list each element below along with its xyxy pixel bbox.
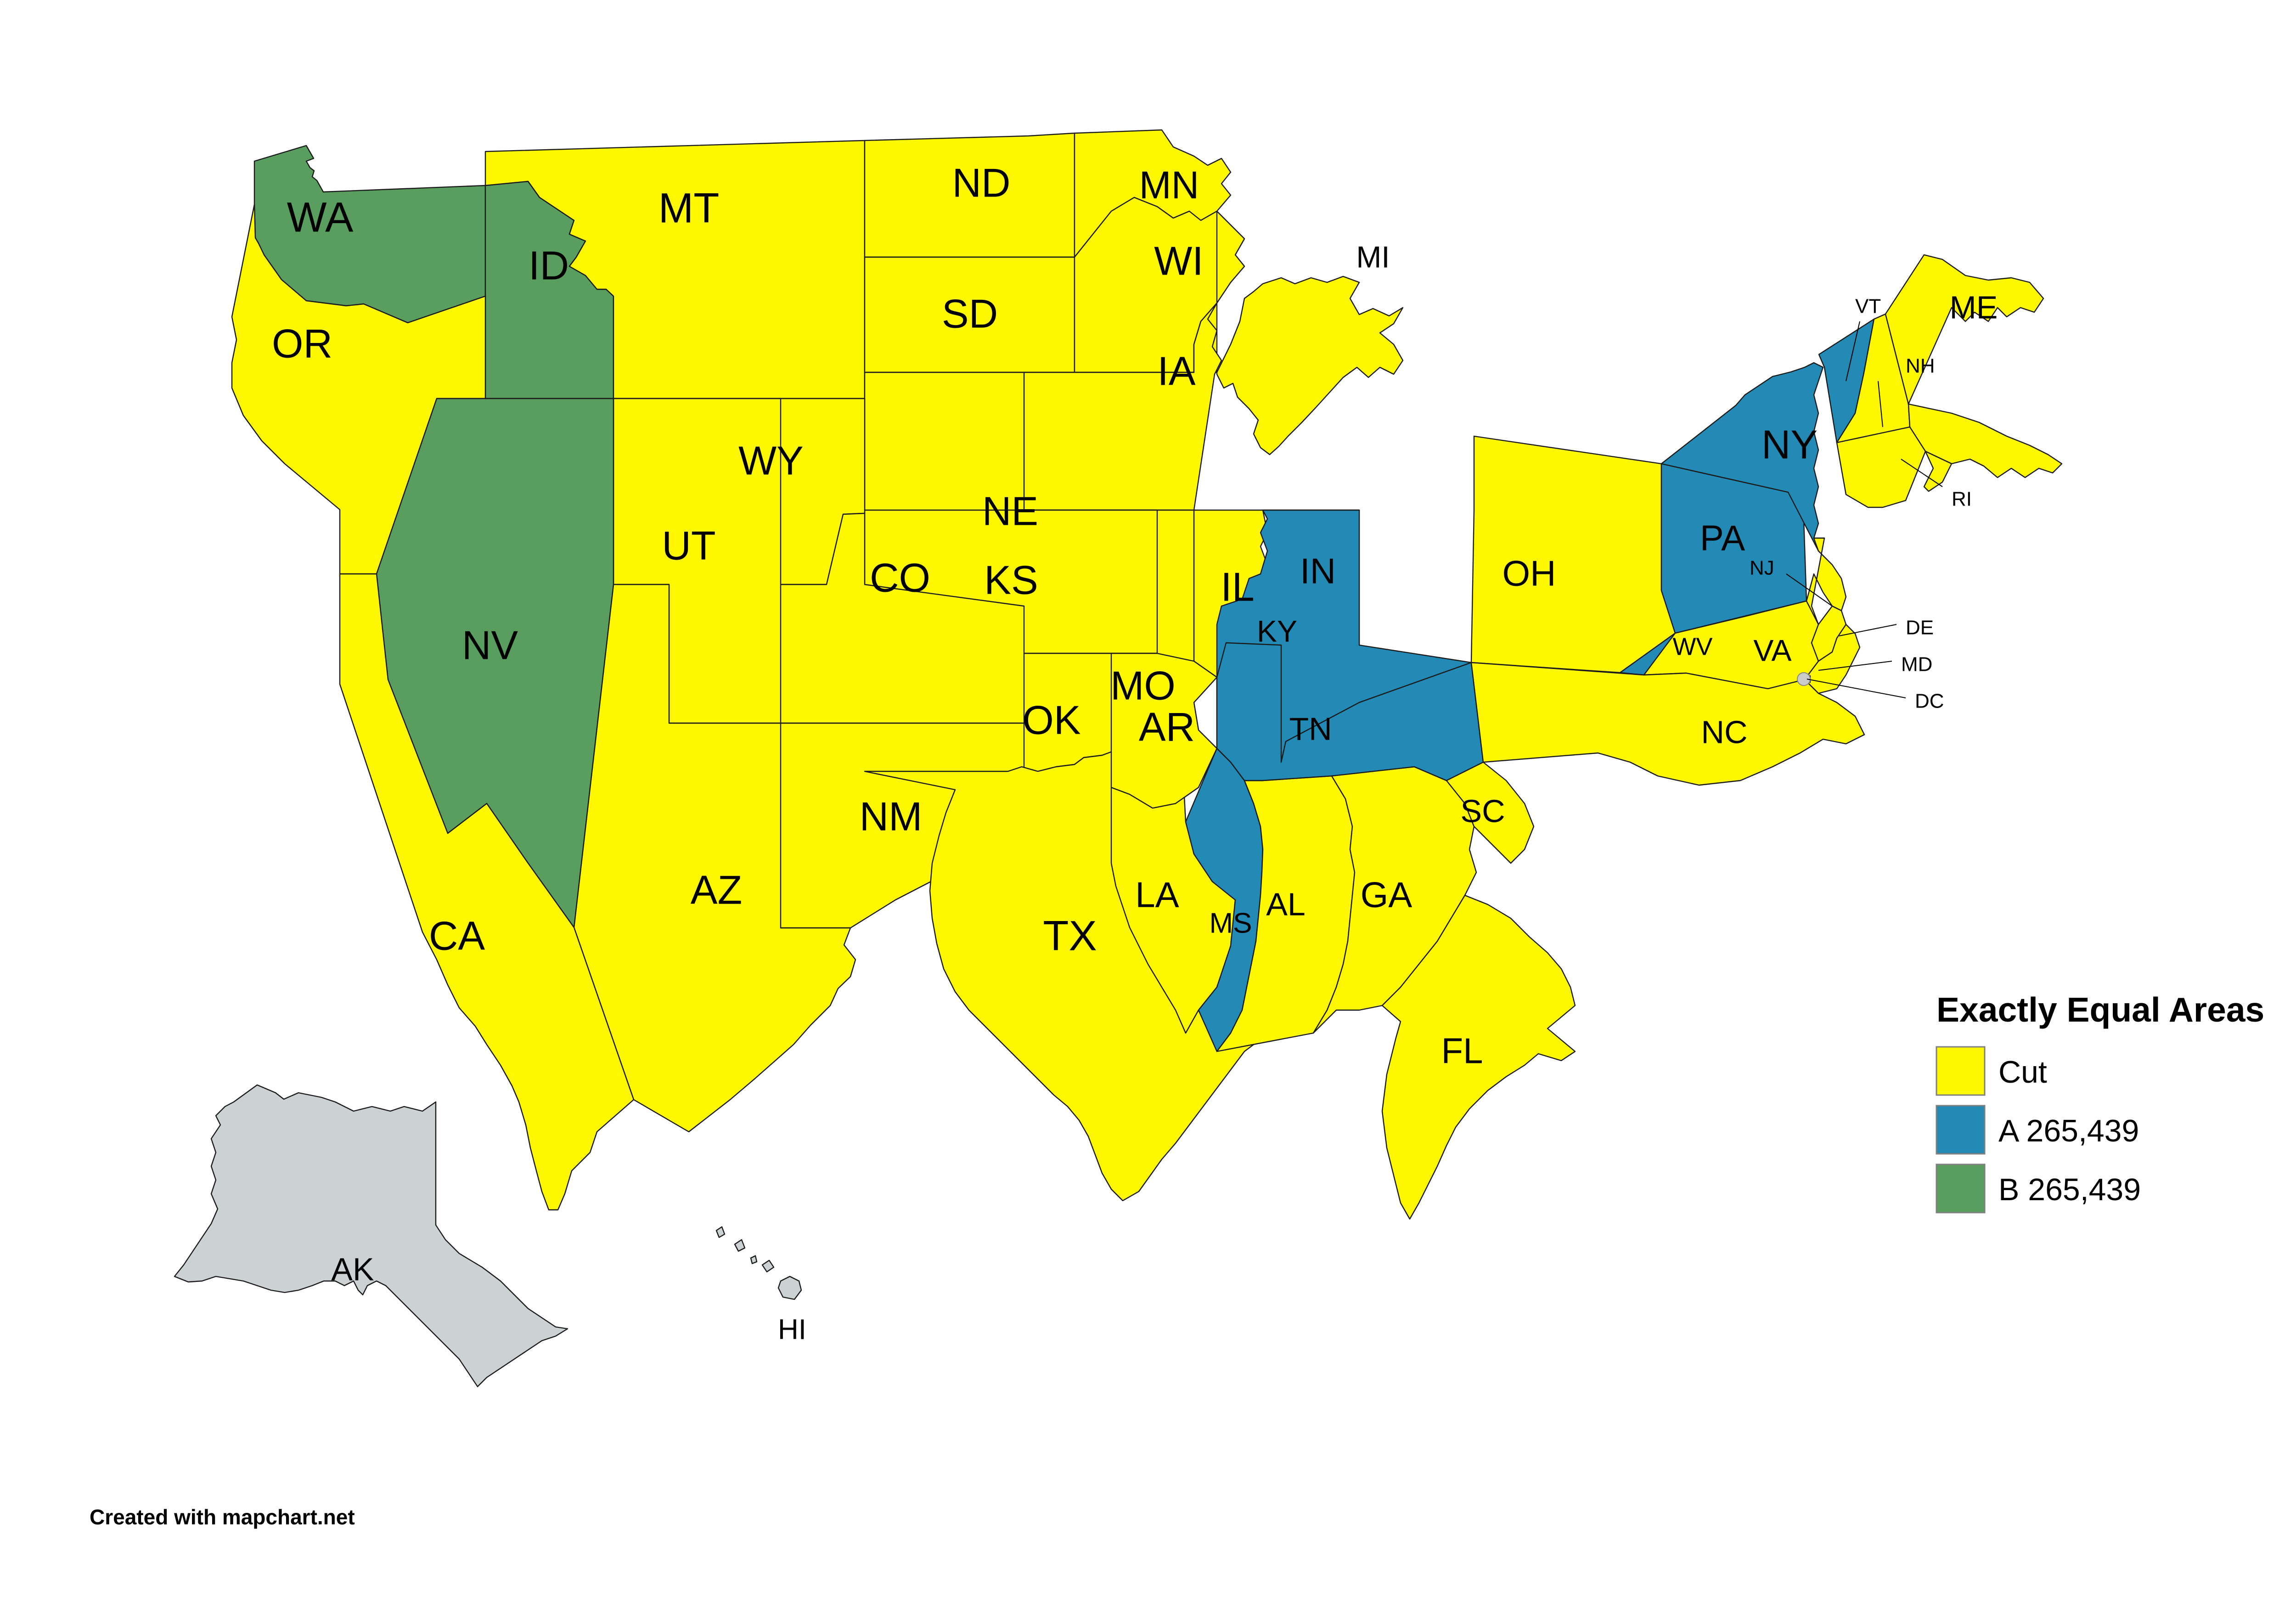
svg-text:UT: UT [662, 523, 715, 568]
svg-text:MI: MI [1356, 240, 1390, 274]
svg-text:NY: NY [1761, 421, 1818, 467]
svg-text:Created with mapchart.net: Created with mapchart.net [90, 1505, 355, 1529]
svg-text:WI: WI [1154, 238, 1204, 283]
svg-text:VA: VA [1753, 633, 1791, 667]
svg-text:AR: AR [1139, 704, 1195, 749]
svg-text:SD: SD [942, 291, 998, 336]
svg-text:WA: WA [287, 194, 354, 241]
svg-text:AZ: AZ [691, 867, 742, 912]
svg-text:LA: LA [1135, 875, 1179, 915]
svg-text:GA: GA [1361, 875, 1412, 915]
svg-text:CO: CO [870, 555, 930, 600]
svg-text:ME: ME [1950, 289, 1998, 325]
svg-text:ND: ND [952, 160, 1010, 205]
svg-text:NH: NH [1906, 355, 1935, 377]
svg-text:SC: SC [1460, 793, 1505, 829]
svg-text:KS: KS [984, 557, 1038, 602]
svg-text:DC: DC [1915, 690, 1944, 713]
svg-text:OH: OH [1503, 553, 1556, 594]
svg-text:MD: MD [1901, 653, 1932, 676]
svg-text:A 265,439: A 265,439 [1998, 1113, 2139, 1148]
svg-text:WY: WY [738, 438, 804, 483]
svg-text:DE: DE [1906, 617, 1934, 639]
svg-text:CA: CA [429, 913, 485, 958]
svg-text:MN: MN [1139, 163, 1199, 207]
svg-text:TN: TN [1289, 711, 1332, 747]
svg-text:FL: FL [1441, 1031, 1483, 1071]
svg-text:PA: PA [1700, 518, 1745, 558]
svg-text:MT: MT [658, 185, 720, 231]
svg-text:NC: NC [1701, 714, 1747, 750]
svg-text:NE: NE [982, 488, 1038, 534]
svg-text:MS: MS [1210, 907, 1252, 939]
svg-text:HI: HI [778, 1314, 806, 1345]
svg-text:IL: IL [1221, 564, 1254, 609]
svg-text:AL: AL [1266, 886, 1306, 922]
svg-text:MO: MO [1110, 663, 1176, 708]
svg-text:RI: RI [1952, 488, 1972, 511]
svg-text:TX: TX [1043, 912, 1097, 959]
svg-text:NM: NM [860, 793, 923, 839]
svg-text:IA: IA [1157, 348, 1195, 393]
svg-text:B 265,439: B 265,439 [1998, 1172, 2141, 1207]
svg-text:KY: KY [1257, 614, 1297, 648]
svg-text:VT: VT [1855, 295, 1881, 318]
svg-text:AK: AK [331, 1251, 374, 1287]
svg-text:Cut: Cut [1998, 1055, 2047, 1090]
svg-text:OK: OK [1022, 697, 1080, 742]
svg-text:Exactly Equal Areas: Exactly Equal Areas [1936, 990, 2264, 1029]
svg-text:NV: NV [462, 622, 518, 668]
svg-text:IN: IN [1300, 551, 1336, 591]
svg-text:WV: WV [1673, 633, 1713, 660]
svg-text:OR: OR [272, 320, 332, 366]
svg-text:ID: ID [529, 242, 569, 288]
svg-text:NJ: NJ [1750, 557, 1774, 579]
